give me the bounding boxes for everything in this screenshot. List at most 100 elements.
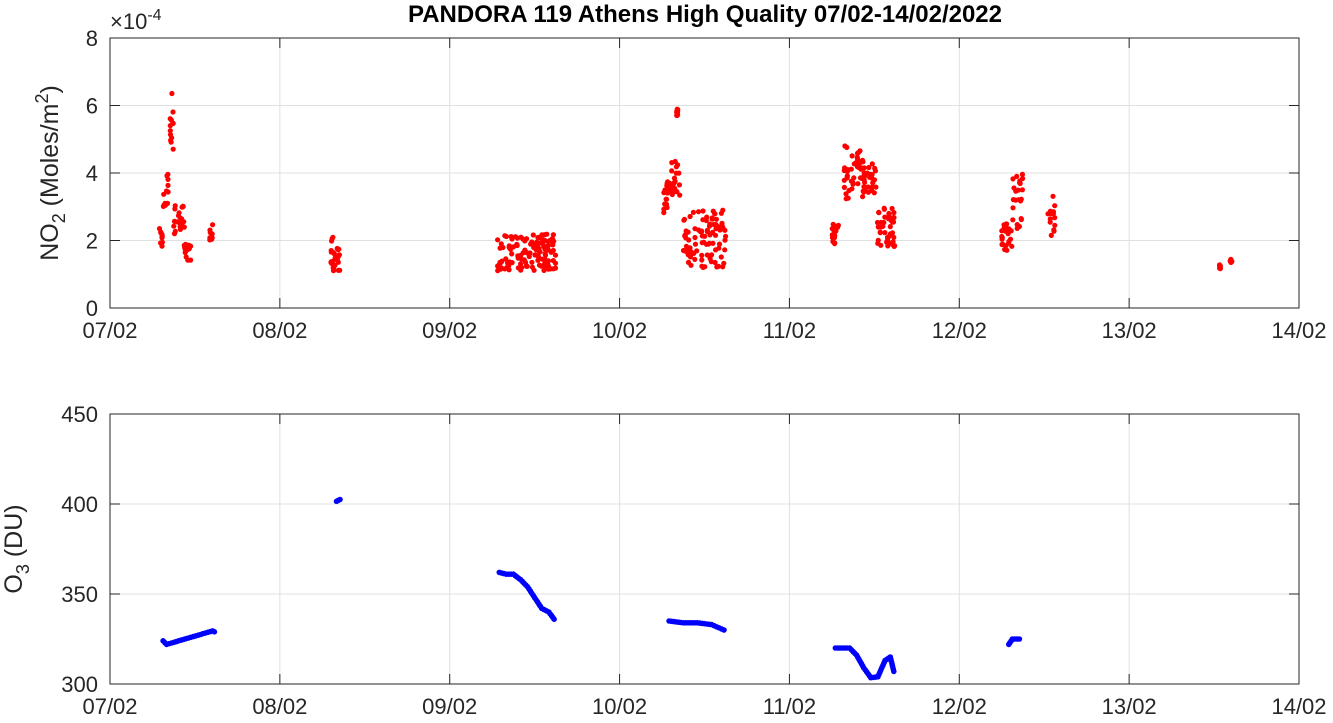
no2-point bbox=[692, 241, 699, 247]
no2-point bbox=[1019, 187, 1025, 193]
no2-point bbox=[552, 252, 559, 258]
no2-point bbox=[509, 235, 515, 241]
no2-point bbox=[875, 240, 881, 246]
no2-point bbox=[1006, 238, 1012, 245]
o3-plot-area bbox=[110, 414, 1299, 684]
no2-point bbox=[1002, 228, 1009, 234]
y-tick-label: 0 bbox=[86, 296, 98, 321]
no2-point bbox=[550, 232, 557, 238]
no2-point bbox=[712, 232, 719, 238]
no2-point bbox=[856, 165, 862, 171]
no2-point bbox=[850, 181, 856, 187]
no2-point bbox=[549, 236, 556, 242]
no2-point bbox=[1051, 228, 1057, 234]
no2-point bbox=[872, 168, 879, 174]
o3-point bbox=[891, 668, 897, 675]
no2-point bbox=[180, 224, 186, 230]
no2-point bbox=[498, 241, 504, 247]
no2-point bbox=[704, 252, 710, 258]
no2-point bbox=[182, 246, 188, 252]
x-tick-label: 10/02 bbox=[592, 318, 647, 343]
x-tick-label: 13/02 bbox=[1102, 694, 1157, 719]
no2-point bbox=[1050, 193, 1056, 199]
no2-point bbox=[672, 158, 678, 165]
no2-point bbox=[542, 256, 548, 262]
no2-point bbox=[716, 263, 722, 269]
no2-point bbox=[692, 256, 698, 262]
no2-point bbox=[887, 224, 893, 230]
no2-point bbox=[529, 239, 535, 245]
no2-point bbox=[720, 207, 726, 213]
no2-point bbox=[497, 259, 503, 265]
no2-point bbox=[696, 227, 702, 233]
no2-point bbox=[723, 233, 729, 239]
no2-point bbox=[550, 266, 556, 272]
no2-point bbox=[692, 234, 698, 241]
no2-point bbox=[706, 223, 713, 229]
no2-point bbox=[167, 128, 173, 134]
no2-point bbox=[874, 219, 881, 226]
no2-point bbox=[1052, 215, 1058, 221]
no2-point bbox=[544, 231, 550, 237]
no2-point bbox=[841, 177, 847, 183]
x-tick-label: 08/02 bbox=[252, 694, 307, 719]
no2-point bbox=[713, 226, 719, 232]
no2-point bbox=[518, 234, 524, 240]
no2-point bbox=[329, 236, 335, 242]
no2-point bbox=[1052, 222, 1058, 228]
no2-point bbox=[866, 164, 872, 171]
no2-point bbox=[704, 214, 710, 220]
y-tick-label: 6 bbox=[86, 94, 98, 119]
no2-point bbox=[865, 184, 871, 190]
no2-point bbox=[545, 266, 551, 272]
x-tick-label: 11/02 bbox=[763, 318, 816, 343]
no2-point bbox=[875, 224, 881, 230]
no2-point bbox=[1010, 205, 1016, 211]
no2-point bbox=[330, 250, 337, 256]
no2-point bbox=[683, 228, 689, 234]
y-tick-label: 8 bbox=[86, 26, 98, 51]
o3-y-axis-label: O3 (DU) bbox=[0, 504, 33, 593]
no2-point bbox=[532, 252, 538, 258]
no2-point bbox=[685, 259, 692, 265]
no2-point bbox=[716, 245, 722, 251]
no2-point bbox=[721, 226, 727, 232]
o3-axes-box bbox=[109, 413, 1300, 685]
no2-point bbox=[531, 244, 537, 251]
o3-point bbox=[211, 629, 218, 635]
no2-point bbox=[699, 252, 705, 258]
no2-point bbox=[165, 189, 171, 195]
no2-point bbox=[550, 242, 556, 248]
no2-point bbox=[536, 256, 542, 262]
no2-point bbox=[530, 232, 536, 238]
no2-point bbox=[1019, 171, 1025, 177]
o3-series bbox=[160, 496, 1023, 681]
no2-point bbox=[882, 230, 888, 236]
no2-point bbox=[843, 196, 849, 202]
no2-point bbox=[851, 161, 857, 167]
no2-point bbox=[506, 267, 512, 273]
no2-point bbox=[700, 208, 706, 214]
no2-point bbox=[1045, 211, 1051, 217]
no2-point bbox=[857, 148, 863, 154]
no2-point bbox=[509, 251, 515, 257]
no2-point bbox=[713, 216, 720, 222]
no2-point bbox=[891, 210, 897, 216]
no2-point bbox=[541, 237, 547, 243]
no2-point bbox=[700, 264, 706, 270]
no2-point bbox=[169, 90, 175, 97]
no2-point bbox=[182, 242, 188, 248]
no2-point bbox=[999, 235, 1005, 241]
y-tick-label: 2 bbox=[86, 229, 98, 254]
no2-point bbox=[522, 247, 528, 253]
no2-point bbox=[180, 203, 186, 209]
no2-point bbox=[539, 232, 545, 238]
no2-point bbox=[503, 256, 509, 262]
no2-point bbox=[330, 268, 337, 274]
x-tick-label: 07/02 bbox=[82, 318, 137, 343]
no2-point bbox=[529, 259, 535, 265]
no2-point bbox=[886, 216, 892, 222]
no2-point bbox=[171, 223, 177, 229]
no2-point bbox=[159, 243, 165, 249]
no2-point bbox=[335, 254, 341, 260]
